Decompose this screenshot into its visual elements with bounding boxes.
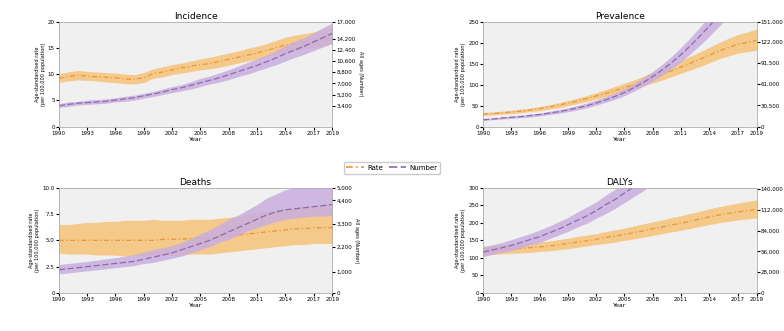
X-axis label: Year: Year (189, 304, 202, 308)
X-axis label: Year: Year (613, 137, 626, 142)
Y-axis label: Age-standardised rate
(per 100,000 population): Age-standardised rate (per 100,000 popul… (456, 209, 466, 272)
X-axis label: Year: Year (613, 304, 626, 308)
Legend: Rate, Number: Rate, Number (343, 162, 441, 174)
Y-axis label: All ages (Number): All ages (Number) (358, 51, 363, 97)
Title: Prevalence: Prevalence (595, 12, 644, 21)
Y-axis label: All ages (Number): All ages (Number) (354, 218, 359, 263)
Y-axis label: Age-standardised rate
(per 100,000 population): Age-standardised rate (per 100,000 popul… (30, 209, 40, 272)
Y-axis label: Age-standardised rate
(per 100,000 population): Age-standardised rate (per 100,000 popul… (456, 42, 466, 106)
Title: DALYs: DALYs (607, 178, 633, 187)
Title: Deaths: Deaths (180, 178, 212, 187)
Title: Incidence: Incidence (174, 12, 217, 21)
Y-axis label: Age-standardised rate
(per 100,000 population): Age-standardised rate (per 100,000 popul… (34, 42, 45, 106)
X-axis label: Year: Year (189, 137, 202, 142)
